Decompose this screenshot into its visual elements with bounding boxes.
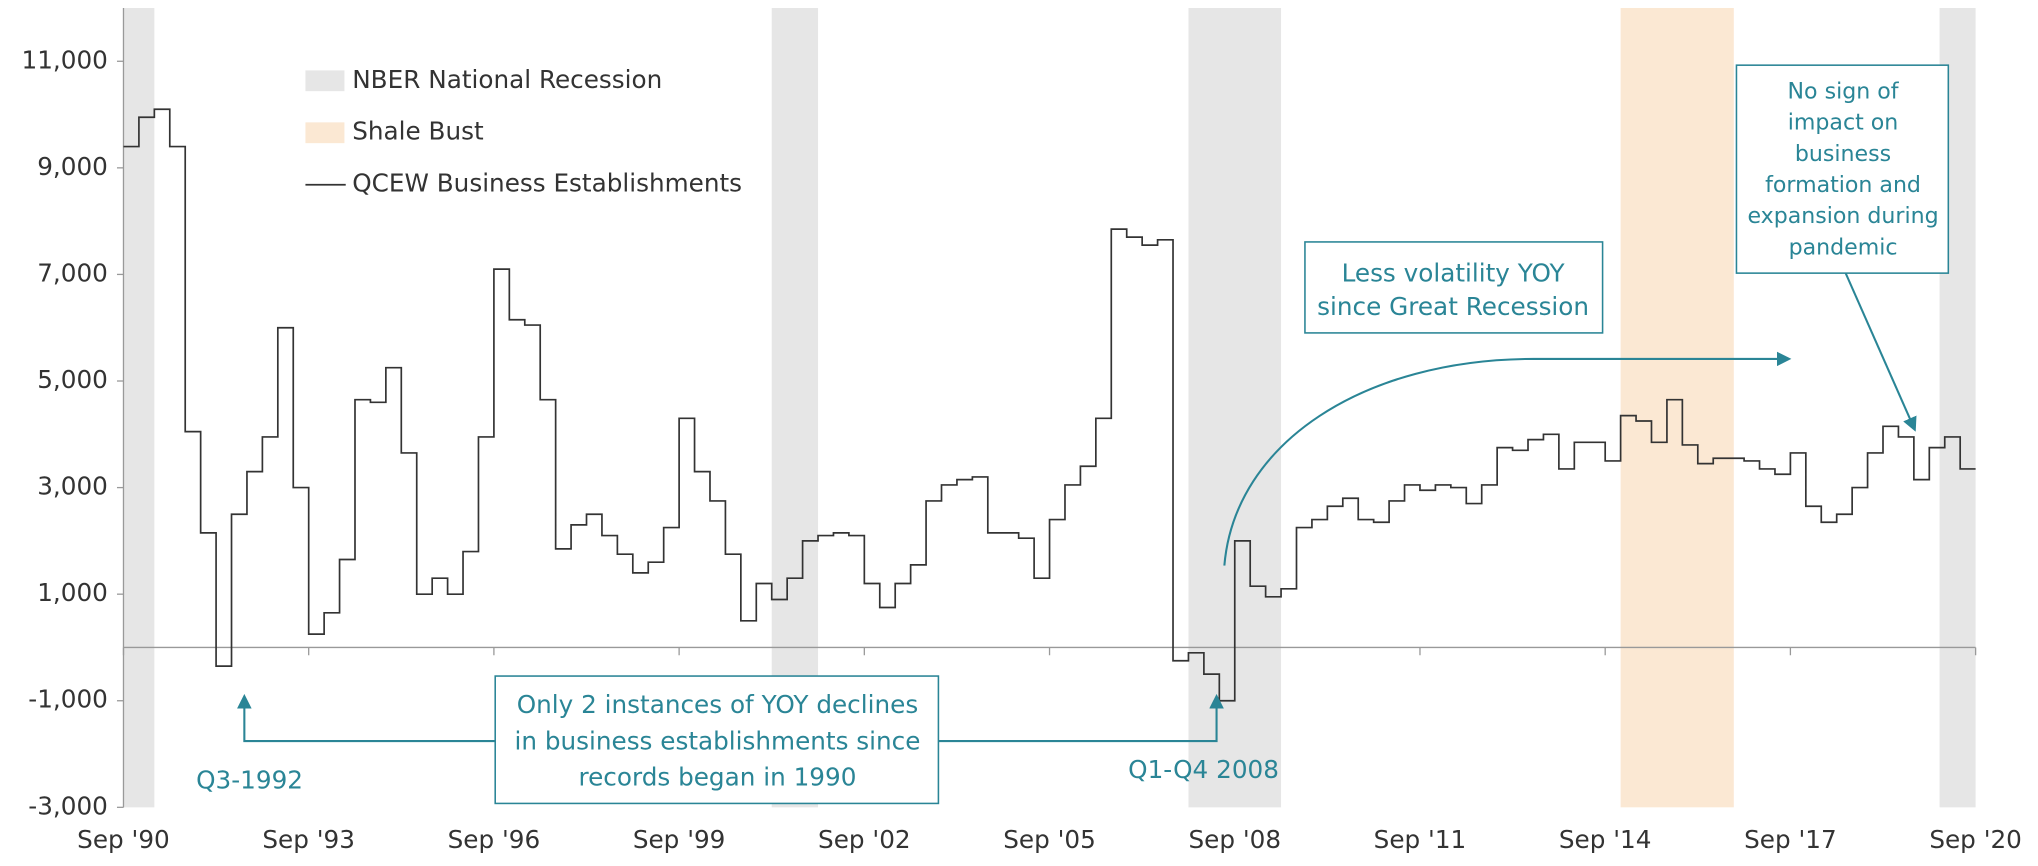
arrow: [1844, 272, 1917, 432]
annotation-text: expansion during: [1747, 203, 1938, 229]
annotation-text: No sign of: [1788, 78, 1900, 104]
arrows: [237, 272, 1917, 743]
x-tick-label: Sep '20: [1929, 825, 2022, 854]
y-tick-label: 9,000: [37, 152, 108, 181]
annotation-text: business: [1795, 141, 1891, 167]
annotation-text: Less volatility YOY: [1342, 258, 1566, 287]
annotation-text: Q3-1992: [196, 765, 303, 794]
y-tick-label: -1,000: [28, 685, 108, 714]
shaded-band: [1620, 7, 1734, 808]
legend-label: Shale Bust: [352, 117, 484, 146]
series-line: [123, 108, 1976, 702]
annotation-box: [1304, 241, 1604, 334]
arrow: [938, 693, 1224, 743]
annotation-text: in business establishments since: [514, 726, 920, 755]
annotation-text: impact on: [1788, 110, 1899, 136]
annotation-box: [1735, 64, 1950, 274]
y-tick-label: 3,000: [37, 472, 108, 501]
x-tick-label: Sep '14: [1559, 825, 1652, 854]
arrow: [237, 693, 496, 743]
annotation-text: Only 2 instances of YOY declines: [517, 690, 918, 719]
annotation-text: Q1-Q4 2008: [1128, 755, 1279, 784]
y-tick-label: 5,000: [37, 365, 108, 394]
legend-swatch: [305, 70, 345, 92]
annotation-box: [494, 675, 940, 805]
x-tick-label: Sep '08: [1188, 825, 1281, 854]
y-tick-label: -3,000: [28, 791, 108, 820]
legend-label: NBER National Recession: [352, 65, 662, 94]
x-tick-label: Sep '17: [1744, 825, 1837, 854]
x-tick-label: Sep '96: [448, 825, 541, 854]
arrow: [1223, 351, 1792, 566]
y-tick-label: 11,000: [21, 45, 107, 74]
x-tick-label: Sep '11: [1374, 825, 1467, 854]
x-tick-label: Sep '02: [818, 825, 911, 854]
x-tick-label: Sep '90: [77, 825, 170, 854]
shaded-band: [771, 7, 819, 808]
y-tick-label: 7,000: [37, 258, 108, 287]
legend-label: QCEW Business Establishments: [352, 169, 742, 198]
annotation-text: pandemic: [1789, 234, 1898, 260]
legend-swatch: [305, 122, 345, 144]
annotation-text: records began in 1990: [579, 763, 857, 792]
y-tick-label: 1,000: [37, 578, 108, 607]
x-tick-label: Sep '99: [633, 825, 726, 854]
annotation-text: since Great Recession: [1317, 292, 1589, 321]
x-tick-label: Sep '93: [262, 825, 355, 854]
annotation-text: formation and: [1765, 172, 1921, 198]
x-tick-label: Sep '05: [1003, 825, 1096, 854]
